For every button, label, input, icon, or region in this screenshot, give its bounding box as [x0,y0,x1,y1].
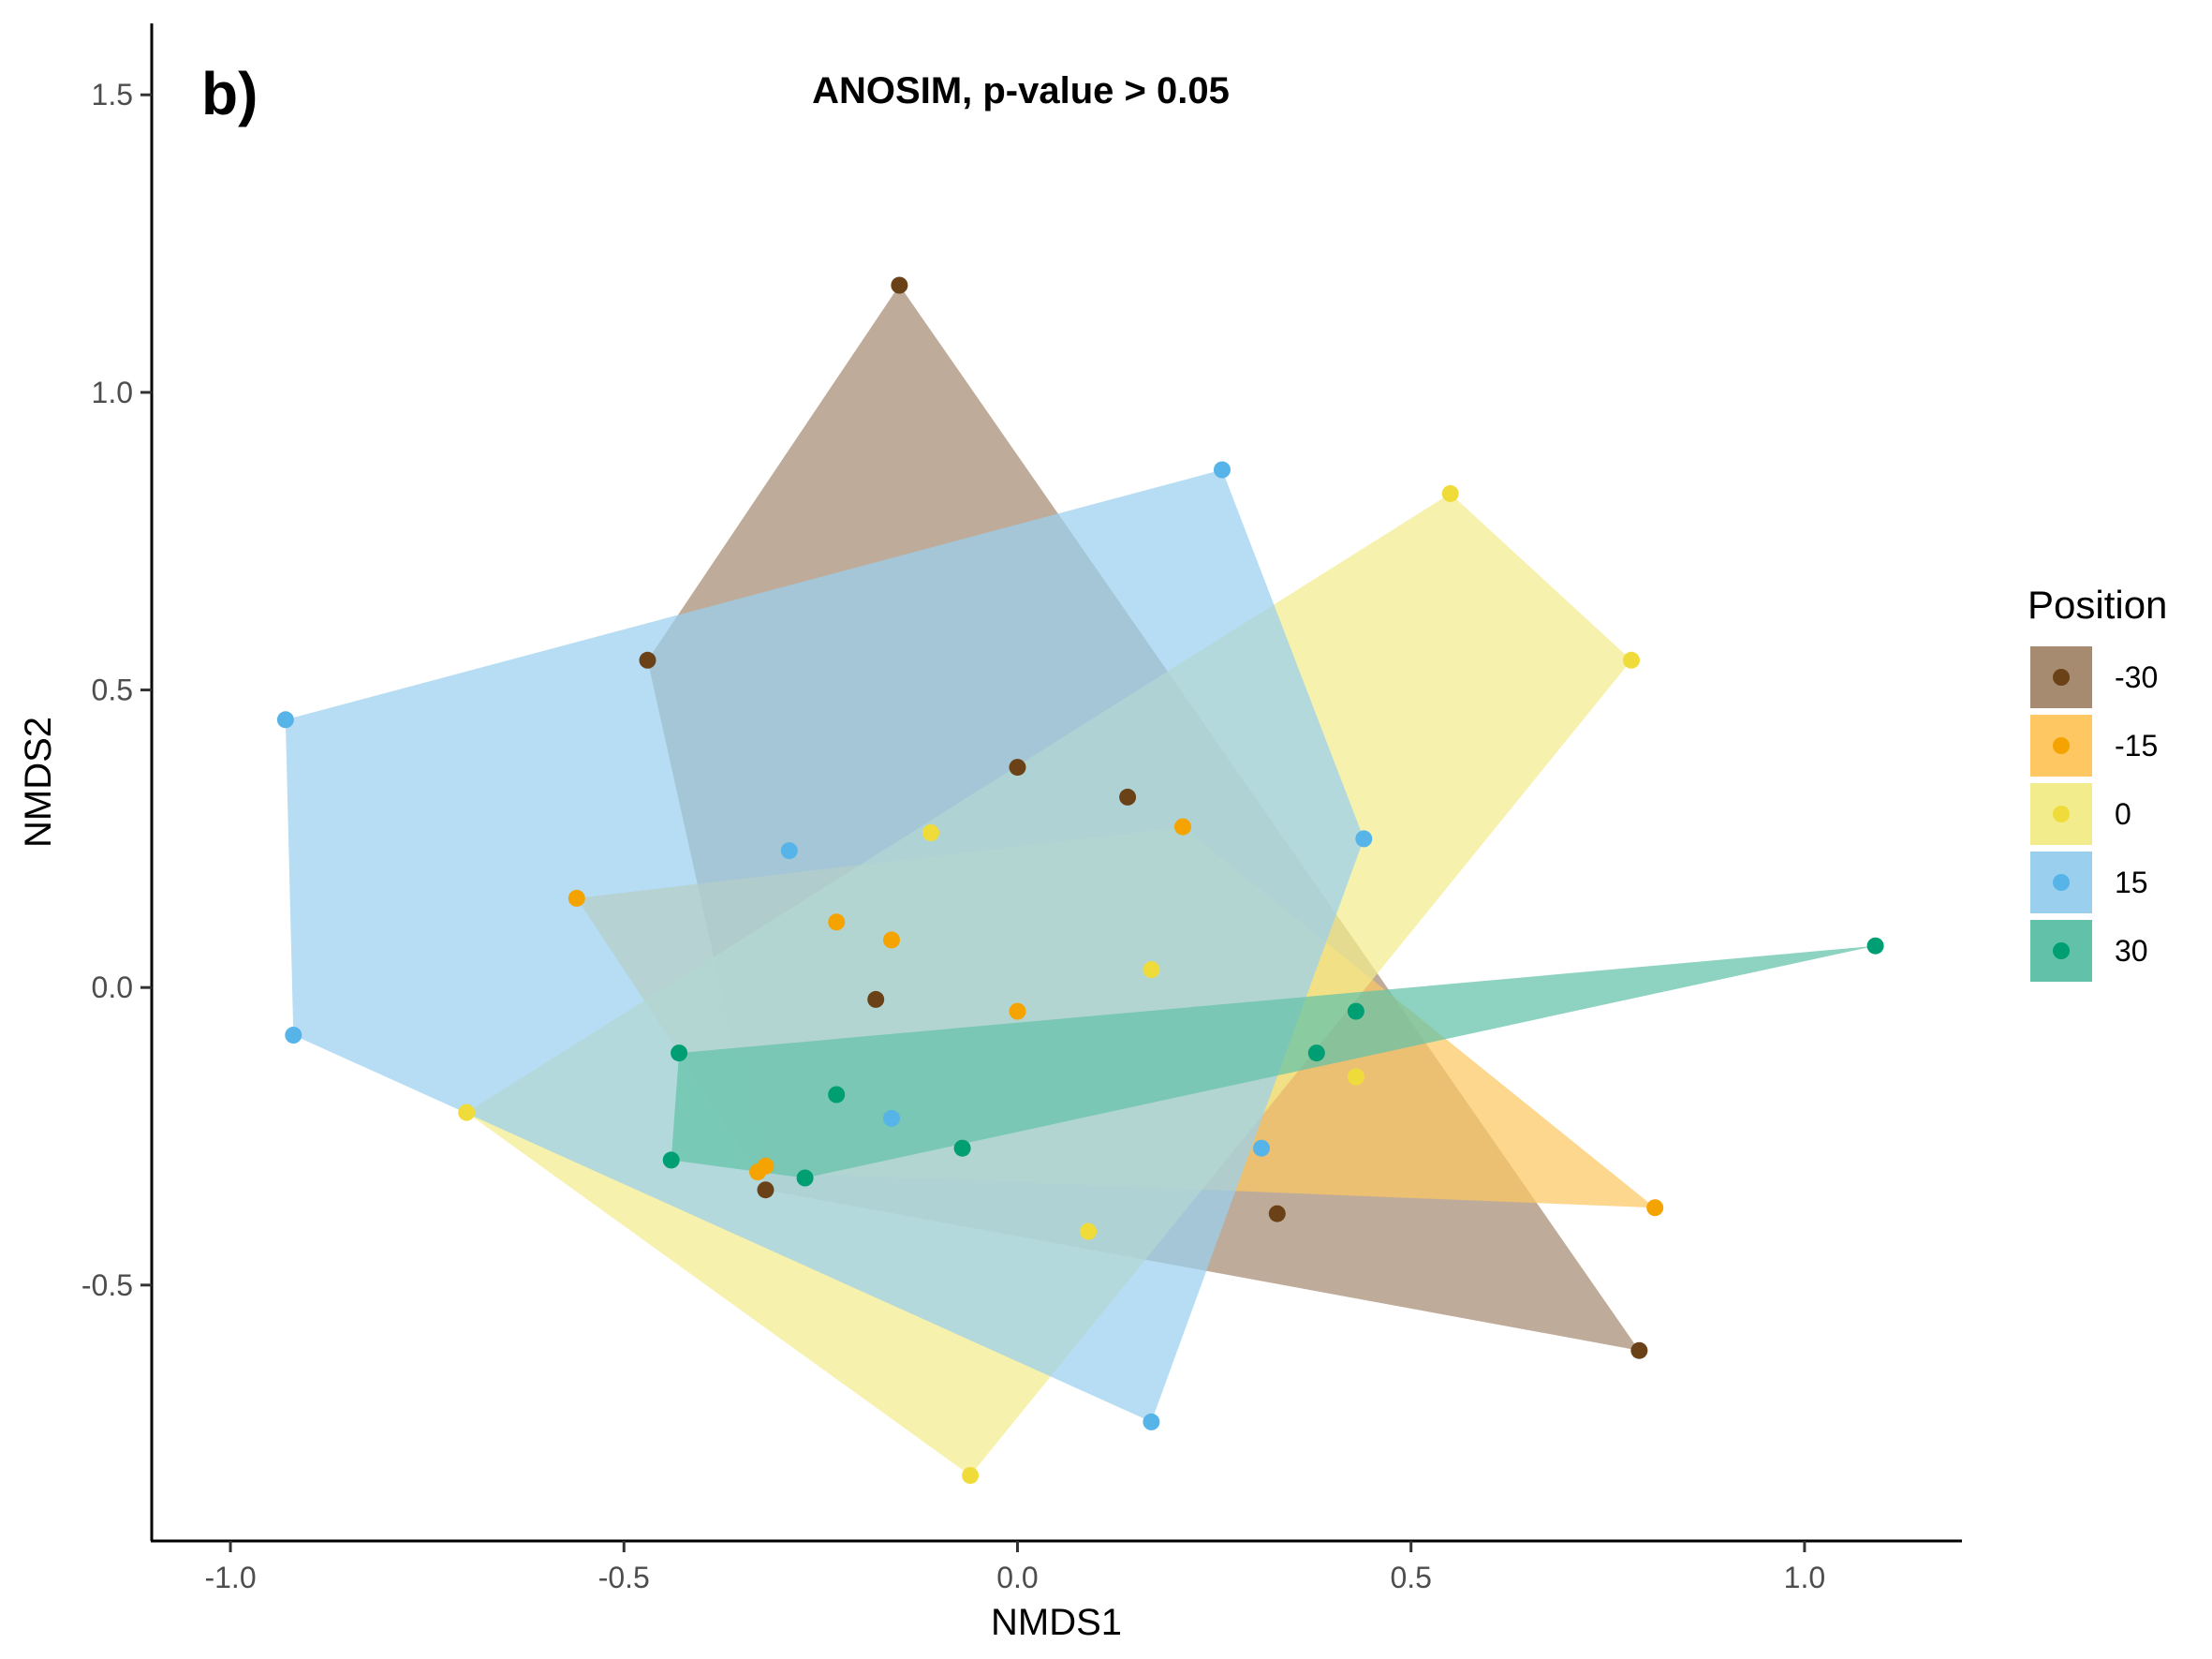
point-position-1-4 [1009,1002,1026,1020]
point-position-1-2 [828,913,846,931]
point-position-0-4 [867,990,885,1008]
point-position-3-3 [780,842,798,860]
point-position-2-5 [458,1104,476,1121]
legend-label-2: 0 [2115,797,2131,831]
point-position-2-3 [1143,961,1160,979]
point-position-4-1 [1347,1002,1364,1020]
legend-key-point-0 [2053,669,2070,686]
y-tick-label: 1.0 [92,376,133,409]
hull-position-3 [285,469,1364,1422]
point-position-0-7 [1630,1341,1648,1359]
x-tick-label: 0.0 [996,1561,1038,1594]
point-position-2-6 [1080,1222,1098,1240]
legend-key-point-2 [2053,806,2070,822]
point-position-3-1 [276,711,294,729]
point-position-1-6 [749,1163,767,1181]
point-position-0-0 [891,276,908,294]
point-position-1-3 [883,931,900,949]
point-position-4-0 [1866,937,1884,955]
point-position-3-6 [1253,1139,1270,1157]
hull-layer [285,285,1876,1476]
axes [150,23,1962,1543]
y-axis-title: NMDS2 [18,717,59,848]
point-position-4-5 [953,1139,971,1157]
point-position-3-0 [1214,461,1231,479]
legend-label-4: 30 [2115,934,2148,968]
point-position-1-1 [568,889,585,907]
point-layer [276,276,1884,1485]
panel-label: b) [201,60,258,127]
legend-label-3: 15 [2115,866,2148,899]
point-position-4-2 [671,1044,688,1062]
x-axis-title: NMDS1 [991,1602,1122,1643]
x-tick-label: 1.0 [1784,1561,1825,1594]
y-tick-label: -0.5 [81,1268,133,1302]
legend-key-point-1 [2053,737,2070,754]
y-tick-label: 0.5 [92,674,133,707]
point-position-0-5 [757,1181,774,1199]
legend-label-1: -15 [2115,729,2158,763]
point-position-4-7 [796,1169,814,1187]
point-position-2-4 [1347,1068,1364,1086]
point-position-0-3 [1119,788,1137,806]
point-position-2-1 [1623,651,1640,669]
point-position-1-7 [1646,1199,1664,1217]
point-position-2-0 [1441,484,1459,502]
y-ticks: -0.5 0.0 0.5 1.0 1.5 [81,78,152,1302]
legend: Position -30 -15 0 15 30 [2028,583,2167,982]
point-position-0-6 [1268,1205,1286,1222]
legend-key-point-3 [2053,874,2070,891]
point-position-4-6 [662,1151,680,1169]
hull-position-4 [671,945,1876,1178]
legend-label-0: -30 [2115,660,2158,694]
legend-key-point-4 [2053,942,2070,959]
point-position-3-7 [1143,1413,1160,1430]
chart-title: ANOSIM, p-value > 0.05 [812,70,1230,111]
point-position-0-1 [639,651,656,669]
x-tick-label: 0.5 [1390,1561,1431,1594]
x-tick-label: -0.5 [598,1561,650,1594]
y-tick-label: 0.0 [92,970,133,1004]
point-position-2-7 [962,1467,980,1485]
point-position-4-3 [1307,1044,1325,1062]
point-position-1-0 [1174,818,1191,836]
y-tick-label: 1.5 [92,78,133,111]
legend-items: -30 -15 0 15 30 [2030,646,2158,982]
x-ticks: -1.0 -0.5 0.0 0.5 1.0 [204,1541,1825,1594]
point-position-3-2 [1355,830,1373,848]
point-position-2-2 [922,824,939,841]
point-position-3-5 [883,1109,900,1127]
point-position-0-2 [1009,759,1026,777]
x-tick-label: -1.0 [204,1561,256,1594]
point-position-4-4 [828,1086,846,1104]
legend-title: Position [2028,583,2167,627]
point-position-3-4 [285,1027,302,1044]
